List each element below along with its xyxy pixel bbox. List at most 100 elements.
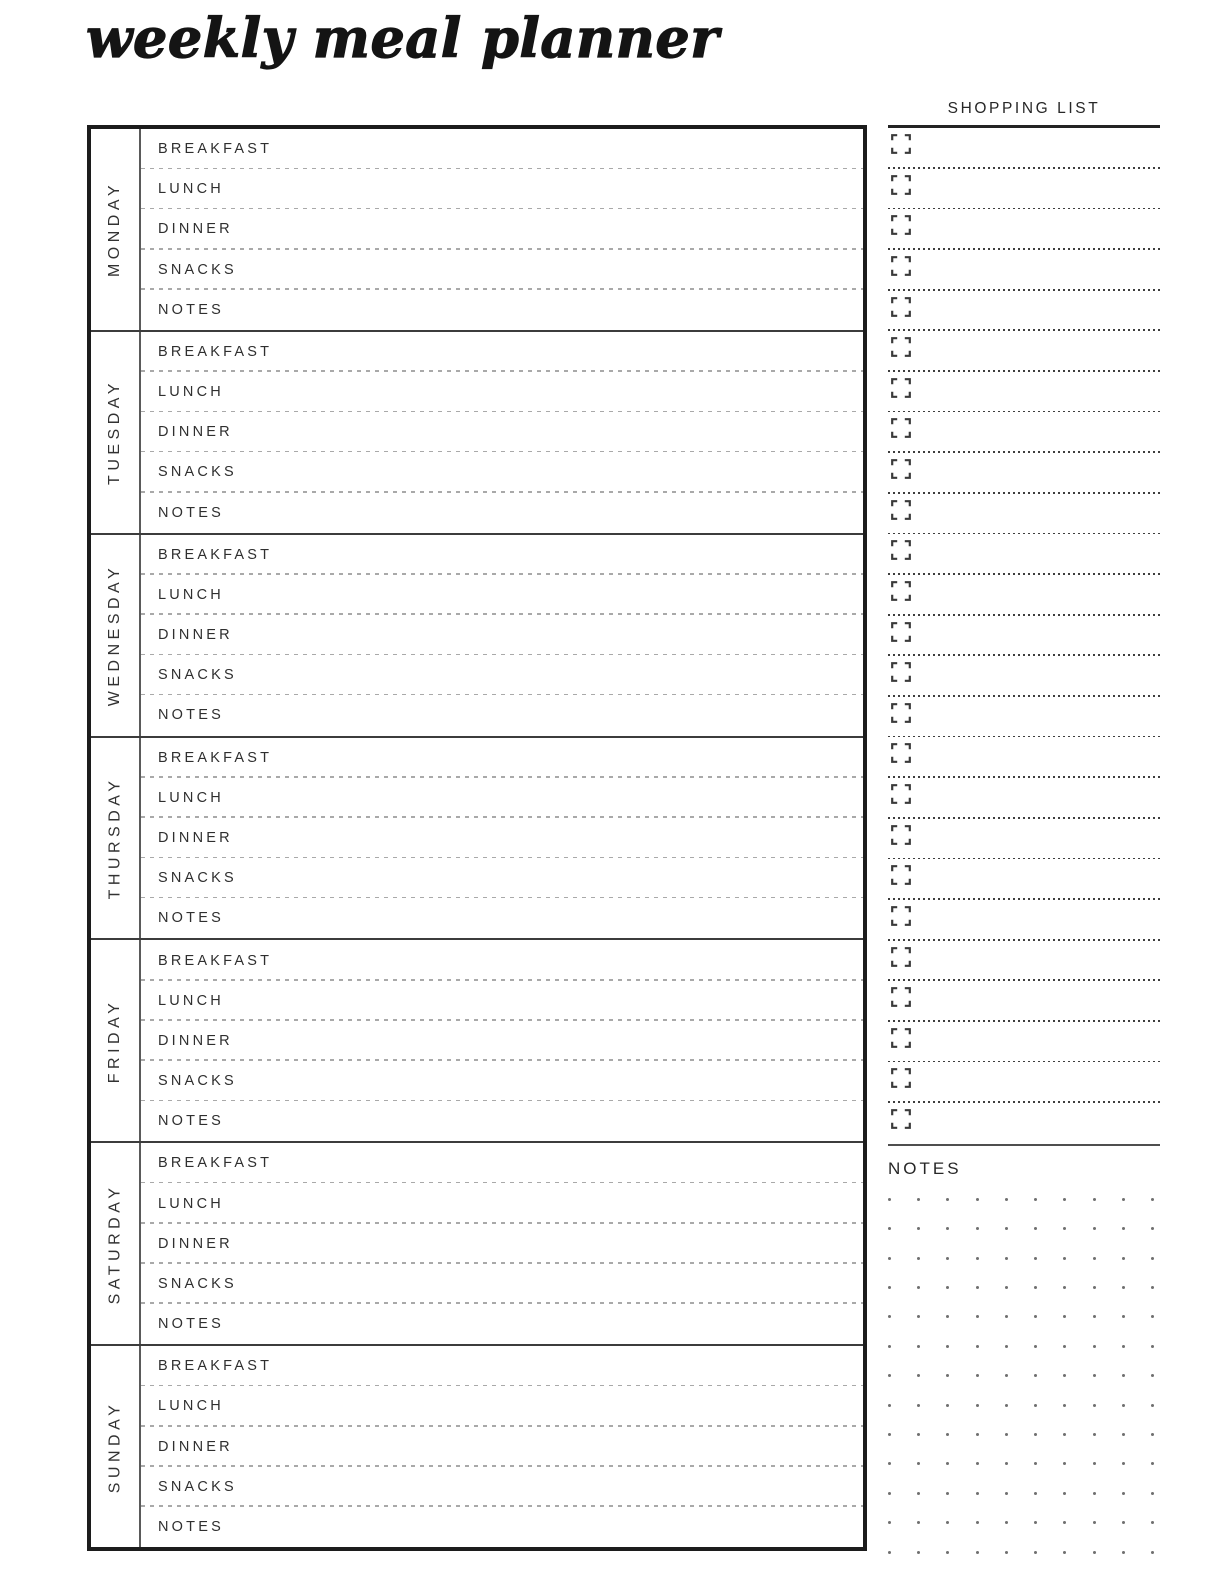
checkbox-icon[interactable] — [891, 255, 911, 276]
meal-cell-tuesday-breakfast[interactable]: BREAKFAST — [141, 332, 863, 373]
shopping-item-line[interactable] — [918, 737, 1160, 776]
meal-cell-sunday-dinner[interactable]: DINNER — [141, 1427, 863, 1467]
shopping-item-line[interactable] — [918, 819, 1160, 858]
meal-cell-wednesday-breakfast[interactable]: BREAKFAST — [141, 535, 863, 576]
meal-cell-saturday-breakfast[interactable]: BREAKFAST — [141, 1143, 863, 1184]
meal-cell-wednesday-lunch[interactable]: LUNCH — [141, 575, 863, 616]
shopping-item-line[interactable] — [918, 453, 1160, 492]
checkbox-icon[interactable] — [891, 784, 911, 804]
shopping-item-line[interactable] — [918, 575, 1160, 614]
meal-cell-saturday-dinner[interactable]: DINNER — [141, 1224, 863, 1264]
grid-dot — [1034, 1403, 1038, 1407]
shopping-item-line[interactable] — [918, 412, 1160, 451]
meal-label: DINNER — [158, 1235, 233, 1252]
checkbox-icon[interactable] — [891, 418, 911, 439]
shopping-item-line[interactable] — [918, 494, 1160, 533]
shopping-item-line[interactable] — [918, 534, 1160, 573]
meal-cell-tuesday-dinner[interactable]: DINNER — [141, 412, 863, 453]
shopping-item-line[interactable] — [918, 656, 1160, 695]
checkbox-icon[interactable] — [891, 1109, 911, 1129]
checkbox-icon[interactable] — [891, 337, 911, 358]
shopping-item-line[interactable] — [918, 941, 1160, 980]
meal-cell-saturday-notes[interactable]: NOTES — [141, 1304, 863, 1344]
meal-cell-monday-notes[interactable]: NOTES — [141, 290, 863, 330]
meal-cell-friday-lunch[interactable]: LUNCH — [141, 981, 863, 1021]
meal-cell-thursday-notes[interactable]: NOTES — [141, 898, 863, 938]
shopping-item-line[interactable] — [918, 778, 1160, 817]
shopping-item-line[interactable] — [918, 291, 1160, 330]
shopping-item-line[interactable] — [918, 1062, 1160, 1101]
shopping-item-line[interactable] — [918, 372, 1160, 411]
grid-dot — [1034, 1256, 1038, 1260]
checkbox-icon[interactable] — [891, 134, 911, 154]
checkbox-icon[interactable] — [891, 662, 911, 683]
checkbox-icon[interactable] — [891, 702, 911, 723]
meal-cell-thursday-snacks[interactable]: SNACKS — [141, 858, 863, 899]
checkbox-icon[interactable] — [891, 580, 911, 601]
notes-dot-grid[interactable] — [888, 1185, 1154, 1567]
shopping-item-line[interactable] — [918, 250, 1160, 289]
grid-dot — [1092, 1285, 1096, 1289]
shopping-item-line[interactable] — [918, 128, 1160, 167]
meal-cell-thursday-lunch[interactable]: LUNCH — [141, 778, 863, 819]
meal-cell-monday-snacks[interactable]: SNACKS — [141, 250, 863, 290]
checkbox-icon[interactable] — [891, 540, 911, 561]
meal-label: BREAKFAST — [158, 546, 273, 563]
checkbox-icon[interactable] — [891, 824, 911, 845]
shopping-item-line[interactable] — [918, 616, 1160, 655]
meal-cell-tuesday-snacks[interactable]: SNACKS — [141, 452, 863, 493]
checkbox-icon[interactable] — [891, 459, 911, 479]
grid-dot — [1092, 1315, 1096, 1319]
grid-dot — [1121, 1432, 1125, 1436]
meal-cell-thursday-dinner[interactable]: DINNER — [141, 818, 863, 859]
meal-cell-wednesday-snacks[interactable]: SNACKS — [141, 655, 863, 696]
checkbox-icon[interactable] — [891, 499, 911, 520]
shopping-item-line[interactable] — [918, 900, 1160, 939]
checkbox-icon[interactable] — [891, 987, 911, 1008]
meal-cell-thursday-breakfast[interactable]: BREAKFAST — [141, 738, 863, 778]
checkbox-icon[interactable] — [891, 946, 911, 967]
meal-cell-sunday-snacks[interactable]: SNACKS — [141, 1467, 863, 1508]
checkbox-icon[interactable] — [891, 174, 911, 195]
shopping-item-line[interactable] — [918, 981, 1160, 1020]
checkbox-icon[interactable] — [891, 296, 911, 317]
shopping-item-line[interactable] — [918, 331, 1160, 370]
grid-dot — [1004, 1227, 1008, 1231]
meal-cell-monday-dinner[interactable]: DINNER — [141, 209, 863, 250]
meal-cell-saturday-lunch[interactable]: LUNCH — [141, 1183, 863, 1224]
shopping-item-line[interactable] — [918, 859, 1160, 898]
checkbox-icon[interactable] — [891, 1027, 911, 1048]
meal-cell-friday-notes[interactable]: NOTES — [141, 1101, 863, 1141]
shopping-item-line[interactable] — [918, 1103, 1160, 1142]
meal-cell-tuesday-notes[interactable]: NOTES — [141, 493, 863, 533]
checkbox-icon[interactable] — [891, 743, 911, 764]
meal-cell-sunday-notes[interactable]: NOTES — [141, 1507, 863, 1547]
meal-cell-sunday-breakfast[interactable]: BREAKFAST — [141, 1346, 863, 1387]
meal-cell-friday-dinner[interactable]: DINNER — [141, 1021, 863, 1062]
meal-label: DINNER — [158, 1438, 233, 1455]
meal-cell-tuesday-lunch[interactable]: LUNCH — [141, 372, 863, 413]
grid-dot — [917, 1285, 921, 1289]
shopping-item-line[interactable] — [918, 169, 1160, 208]
meal-cell-wednesday-dinner[interactable]: DINNER — [141, 615, 863, 656]
meal-cell-wednesday-notes[interactable]: NOTES — [141, 695, 863, 735]
grid-dot — [975, 1403, 979, 1407]
checkbox-icon[interactable] — [891, 1068, 911, 1089]
checkbox-icon[interactable] — [891, 621, 911, 642]
checkbox-icon[interactable] — [891, 215, 911, 236]
grid-dot — [1004, 1432, 1008, 1436]
checkbox-icon[interactable] — [891, 377, 911, 398]
meal-cell-saturday-snacks[interactable]: SNACKS — [141, 1264, 863, 1305]
shopping-item-line[interactable] — [918, 209, 1160, 248]
meal-cell-monday-lunch[interactable]: LUNCH — [141, 169, 863, 210]
meal-cell-monday-breakfast[interactable]: BREAKFAST — [141, 129, 863, 170]
meal-cell-friday-snacks[interactable]: SNACKS — [141, 1061, 863, 1102]
meal-cell-friday-breakfast[interactable]: BREAKFAST — [141, 940, 863, 981]
checkbox-icon[interactable] — [891, 905, 911, 926]
shopping-item-line[interactable] — [918, 697, 1160, 736]
meal-cell-sunday-lunch[interactable]: LUNCH — [141, 1386, 863, 1427]
shopping-item-line[interactable] — [918, 1022, 1160, 1061]
day-label: SUNDAY — [106, 1400, 123, 1493]
checkbox-icon[interactable] — [891, 865, 911, 886]
meal-label: LUNCH — [158, 1398, 224, 1415]
